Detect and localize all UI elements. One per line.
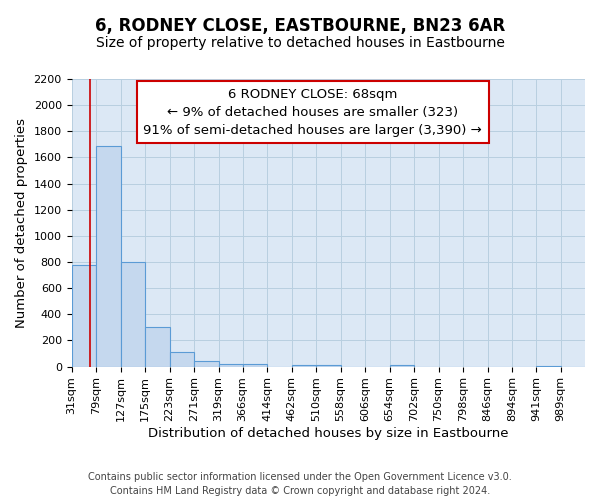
Bar <box>145 328 170 366</box>
Text: Contains public sector information licensed under the Open Government Licence v3: Contains public sector information licen… <box>88 472 512 482</box>
Bar <box>96 146 121 366</box>
Text: Size of property relative to detached houses in Eastbourne: Size of property relative to detached ho… <box>95 36 505 50</box>
Bar <box>121 262 145 366</box>
Bar <box>194 362 218 366</box>
Bar <box>292 364 316 366</box>
X-axis label: Distribution of detached houses by size in Eastbourne: Distribution of detached houses by size … <box>148 427 509 440</box>
Text: 6, RODNEY CLOSE, EASTBOURNE, BN23 6AR: 6, RODNEY CLOSE, EASTBOURNE, BN23 6AR <box>95 18 505 36</box>
Text: Contains HM Land Registry data © Crown copyright and database right 2024.: Contains HM Land Registry data © Crown c… <box>110 486 490 496</box>
Y-axis label: Number of detached properties: Number of detached properties <box>15 118 28 328</box>
Bar <box>218 364 242 366</box>
Bar <box>71 264 96 366</box>
Bar <box>242 364 267 366</box>
Text: 6 RODNEY CLOSE: 68sqm
← 9% of detached houses are smaller (323)
91% of semi-deta: 6 RODNEY CLOSE: 68sqm ← 9% of detached h… <box>143 88 482 136</box>
Bar <box>170 352 194 366</box>
